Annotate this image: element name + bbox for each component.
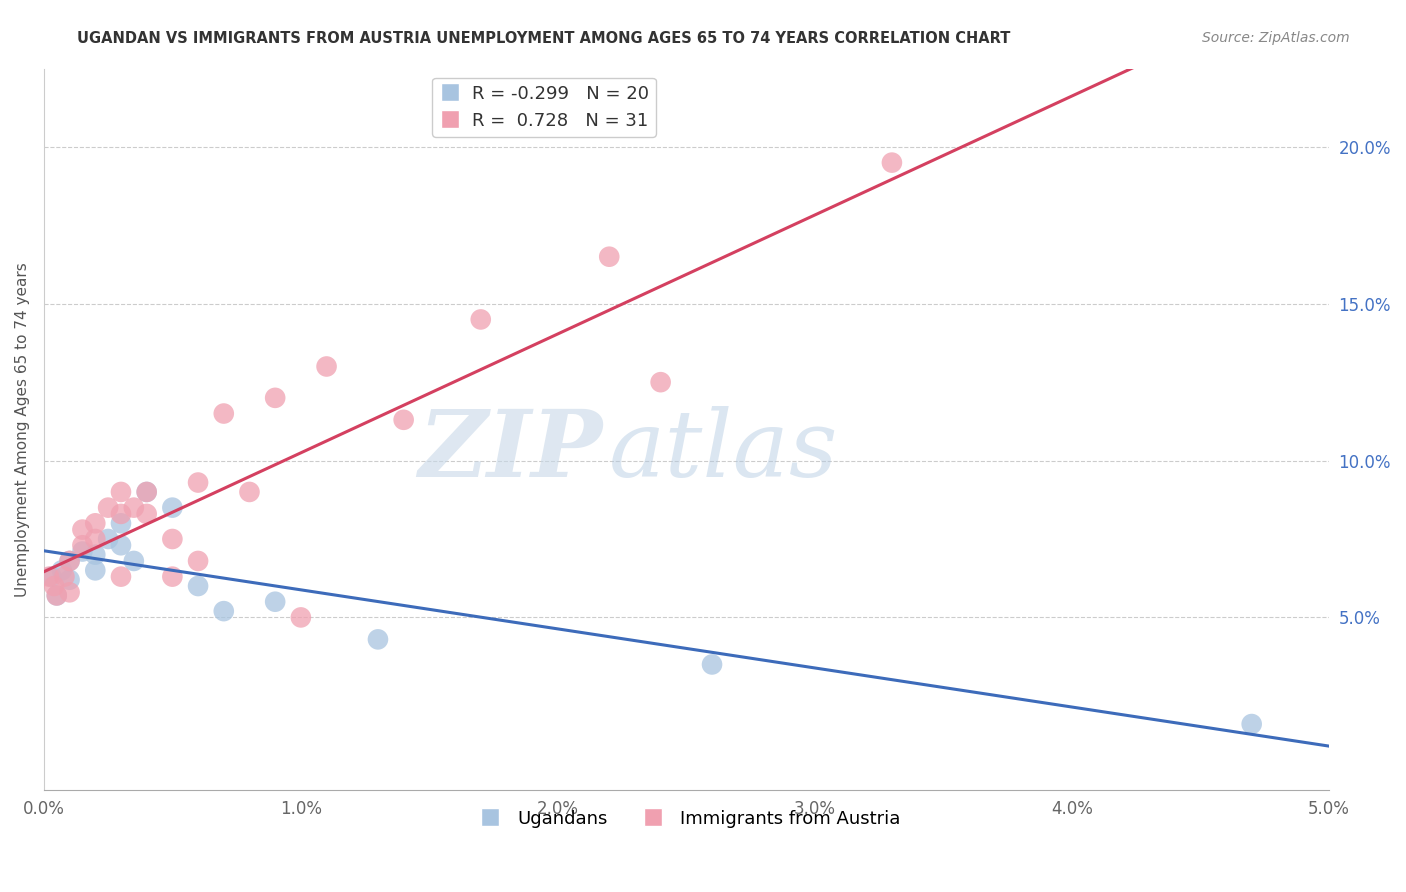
Point	[650, 375, 672, 389]
Text: atlas: atlas	[609, 406, 839, 496]
Point	[110, 569, 132, 583]
Point	[72, 523, 94, 537]
Point	[880, 155, 903, 169]
Text: Source: ZipAtlas.com: Source: ZipAtlas.com	[1202, 31, 1350, 45]
Point	[84, 516, 107, 531]
Point	[212, 604, 235, 618]
Point	[700, 657, 723, 672]
Text: UGANDAN VS IMMIGRANTS FROM AUSTRIA UNEMPLOYMENT AMONG AGES 65 TO 74 YEARS CORREL: UGANDAN VS IMMIGRANTS FROM AUSTRIA UNEMP…	[77, 31, 1011, 46]
Point	[38, 569, 60, 583]
Point	[598, 250, 620, 264]
Point	[264, 595, 287, 609]
Point	[470, 312, 492, 326]
Point	[122, 554, 145, 568]
Point	[58, 585, 80, 599]
Point	[97, 500, 120, 515]
Point	[122, 500, 145, 515]
Point	[110, 538, 132, 552]
Point	[41, 569, 63, 583]
Point	[367, 632, 389, 647]
Point	[110, 507, 132, 521]
Text: ZIP: ZIP	[419, 406, 603, 496]
Point	[58, 554, 80, 568]
Point	[135, 507, 157, 521]
Point	[72, 538, 94, 552]
Point	[162, 532, 184, 546]
Point	[135, 485, 157, 500]
Point	[315, 359, 337, 374]
Legend: Ugandans, Immigrants from Austria: Ugandans, Immigrants from Austria	[465, 803, 908, 835]
Point	[187, 579, 209, 593]
Point	[58, 573, 80, 587]
Point	[58, 554, 80, 568]
Point	[212, 407, 235, 421]
Point	[44, 579, 66, 593]
Point	[238, 485, 260, 500]
Y-axis label: Unemployment Among Ages 65 to 74 years: Unemployment Among Ages 65 to 74 years	[15, 262, 30, 597]
Point	[290, 610, 312, 624]
Point	[1240, 717, 1263, 731]
Point	[72, 544, 94, 558]
Point	[97, 532, 120, 546]
Point	[110, 485, 132, 500]
Point	[110, 516, 132, 531]
Point	[187, 554, 209, 568]
Point	[162, 500, 184, 515]
Point	[45, 589, 67, 603]
Point	[53, 569, 76, 583]
Point	[84, 548, 107, 562]
Point	[45, 589, 67, 603]
Point	[84, 532, 107, 546]
Point	[264, 391, 287, 405]
Point	[84, 563, 107, 577]
Point	[135, 485, 157, 500]
Point	[392, 413, 415, 427]
Point	[187, 475, 209, 490]
Point	[51, 563, 73, 577]
Point	[162, 569, 184, 583]
